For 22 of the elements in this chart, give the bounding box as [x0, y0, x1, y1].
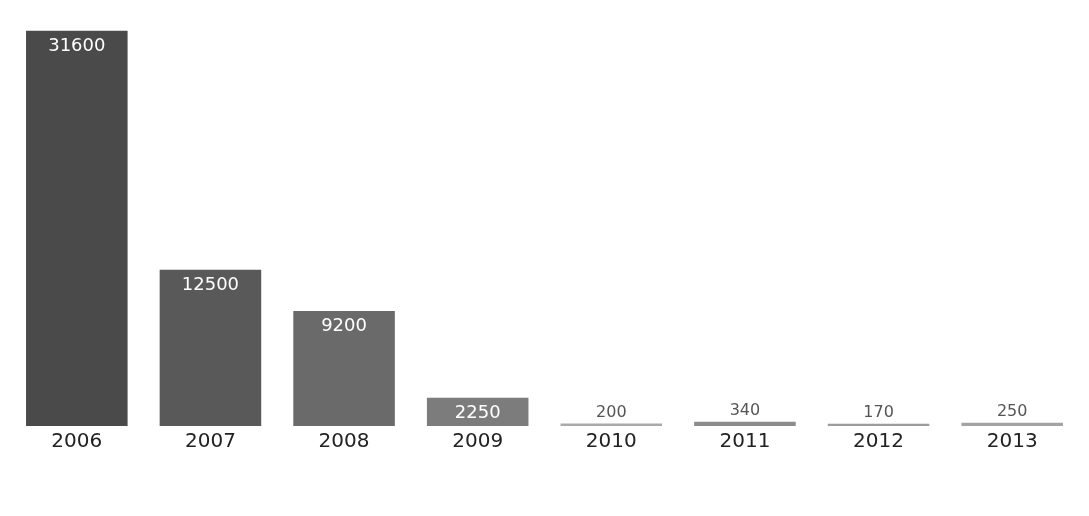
- data-label: 340: [729, 399, 761, 419]
- bar: [694, 421, 796, 426]
- data-label: 2250: [454, 400, 501, 422]
- bar: [26, 30, 128, 426]
- data-label: 200: [596, 401, 627, 421]
- bar: [293, 310, 395, 426]
- data-label: 170: [863, 401, 894, 421]
- x-tick-label: 2006: [51, 428, 103, 452]
- bar: [827, 423, 930, 426]
- bar: [961, 422, 1063, 426]
- data-label: 9200: [321, 313, 367, 335]
- x-tick-label: 2008: [318, 428, 370, 452]
- x-tick-label: 2013: [986, 428, 1038, 452]
- data-label: 250: [996, 400, 1028, 420]
- x-tick-label: 2010: [585, 428, 637, 452]
- bar: [159, 269, 262, 426]
- data-label: 12500: [181, 272, 240, 294]
- x-tick-label: 2009: [452, 428, 504, 452]
- x-tick-label: 2012: [853, 428, 905, 452]
- x-tick-label: 2011: [719, 428, 771, 452]
- data-label: 31600: [48, 33, 106, 55]
- x-tick-label: 2007: [184, 428, 236, 452]
